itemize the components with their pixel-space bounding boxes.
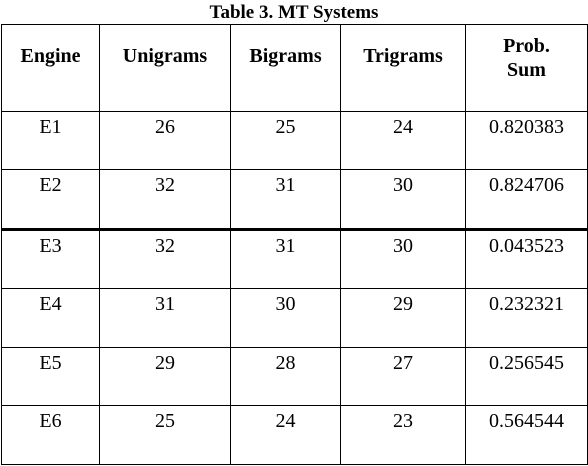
header-prob-sum-line1: Prob. xyxy=(503,35,550,57)
cell-trigrams: 30 xyxy=(340,169,466,230)
cell-prob-sum: 0.820383 xyxy=(465,110,588,171)
cell-engine: E4 xyxy=(1,288,100,348)
cell-trigrams: 23 xyxy=(340,405,466,465)
header-engine: Engine xyxy=(1,24,100,112)
header-unigrams: Unigrams xyxy=(99,24,231,112)
cell-unigrams: 31 xyxy=(99,288,231,348)
table-row: E6 25 24 23 0.564544 xyxy=(1,405,588,465)
cell-prob-sum: 0.824706 xyxy=(465,169,588,230)
cell-bigrams: 31 xyxy=(230,169,341,230)
cell-engine: E3 xyxy=(1,227,100,290)
cell-bigrams: 31 xyxy=(230,227,341,290)
header-prob-sum-line2: Sum xyxy=(507,59,546,81)
header-trigrams: Trigrams xyxy=(340,24,466,112)
cell-bigrams: 28 xyxy=(230,346,341,407)
cell-engine: E2 xyxy=(1,169,100,230)
cell-prob-sum: 0.564544 xyxy=(465,405,588,465)
table-row: E5 29 28 27 0.256545 xyxy=(1,346,588,407)
cell-engine: E5 xyxy=(1,346,100,407)
cell-engine: E1 xyxy=(1,110,100,171)
cell-trigrams: 30 xyxy=(340,227,466,290)
header-bigrams: Bigrams xyxy=(230,24,341,112)
cell-bigrams: 24 xyxy=(230,405,341,465)
table-header-row: Engine Unigrams Bigrams Trigrams Prob. S… xyxy=(1,24,588,112)
cell-bigrams: 30 xyxy=(230,288,341,348)
cell-trigrams: 24 xyxy=(340,110,466,171)
cell-engine: E6 xyxy=(1,405,100,465)
cell-prob-sum: 0.232321 xyxy=(465,288,588,348)
cell-prob-sum: 0.043523 xyxy=(465,227,588,290)
cell-unigrams: 25 xyxy=(99,405,231,465)
cell-trigrams: 27 xyxy=(340,346,466,407)
header-prob-sum: Prob. Sum xyxy=(465,24,588,112)
cell-unigrams: 29 xyxy=(99,346,231,407)
table-row: E4 31 30 29 0.232321 xyxy=(1,288,588,348)
table-row: E2 32 31 30 0.824706 xyxy=(1,169,588,230)
table-row: E3 32 31 30 0.043523 xyxy=(1,227,588,290)
cell-unigrams: 32 xyxy=(99,169,231,230)
cell-unigrams: 26 xyxy=(99,110,231,171)
cell-unigrams: 32 xyxy=(99,227,231,290)
cell-prob-sum: 0.256545 xyxy=(465,346,588,407)
mt-systems-table: Engine Unigrams Bigrams Trigrams Prob. S… xyxy=(1,24,588,465)
table-row: E1 26 25 24 0.820383 xyxy=(1,110,588,171)
cell-bigrams: 25 xyxy=(230,110,341,171)
cell-trigrams: 29 xyxy=(340,288,466,348)
table-caption: Table 3. MT Systems xyxy=(209,2,379,23)
